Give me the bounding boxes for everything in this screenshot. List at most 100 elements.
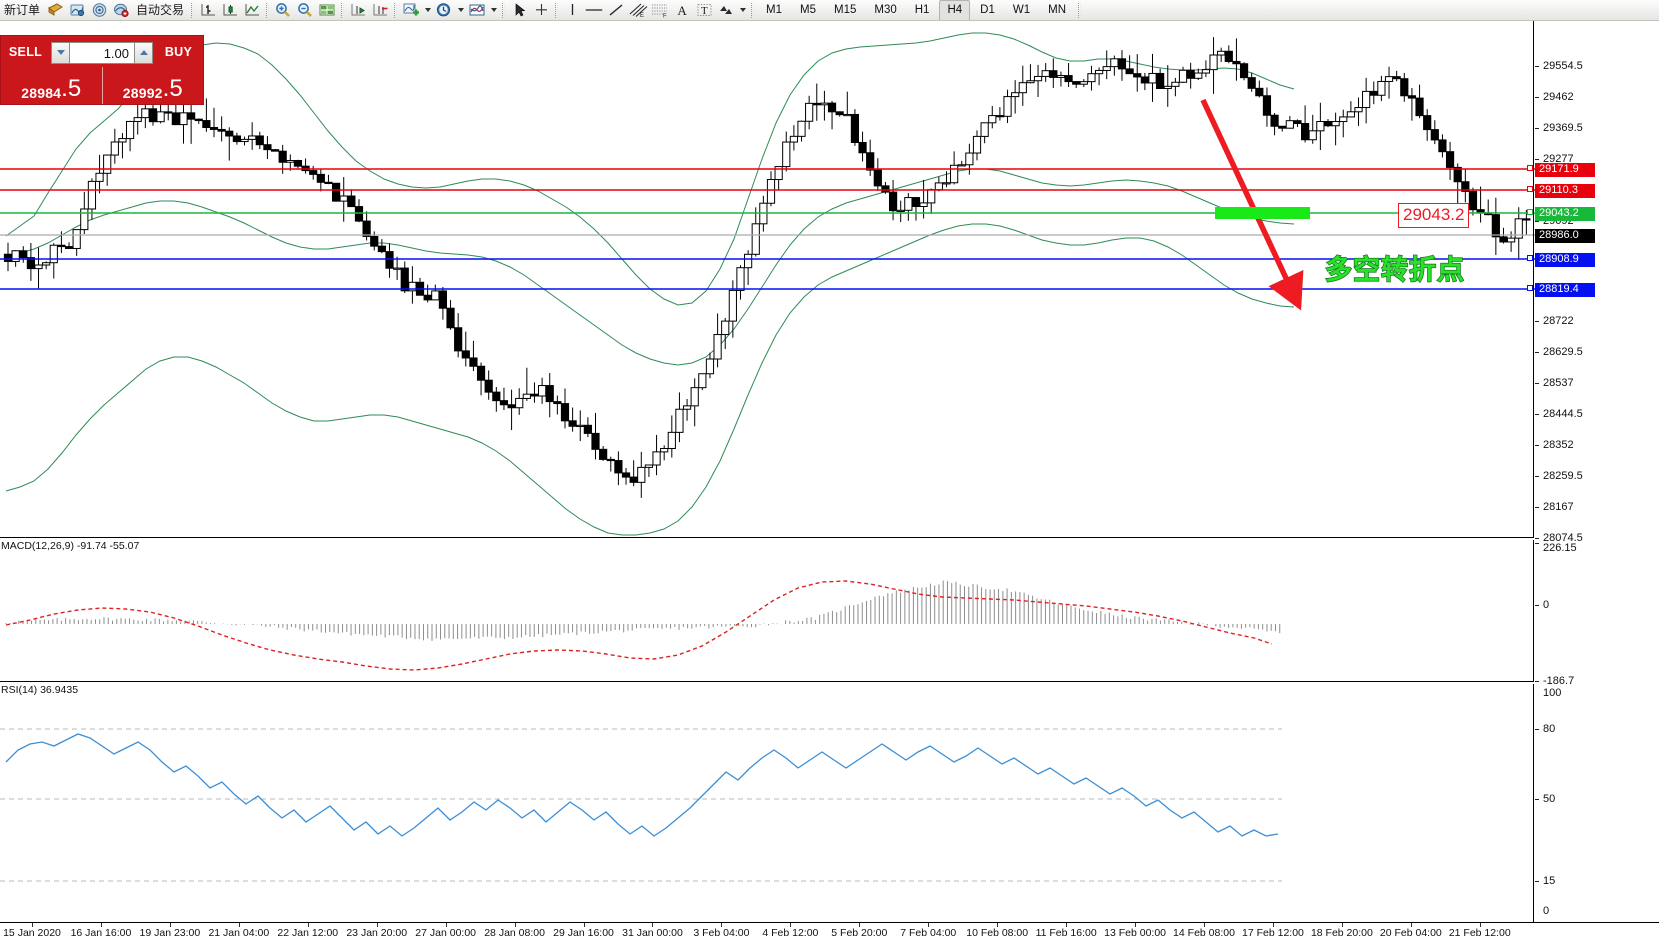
expert-advisor-icon[interactable]: [66, 1, 88, 20]
candlestick-chart-icon[interactable]: [219, 1, 241, 20]
candle-body: [125, 120, 135, 140]
candle-body: [1407, 95, 1417, 99]
navigator-icon[interactable]: [88, 1, 110, 20]
new-order-button[interactable]: 新订单: [4, 3, 41, 17]
timeframe-m30[interactable]: M30: [874, 3, 897, 16]
timeframe-mn[interactable]: MN: [1048, 3, 1066, 16]
candle-body: [1049, 70, 1058, 78]
price-pane[interactable]: [0, 21, 1659, 537]
trendline-icon[interactable]: [605, 1, 627, 20]
price-badge-support-1[interactable]: 28908.9: [1535, 253, 1595, 267]
axis-tick: [1535, 66, 1539, 67]
shapes-dropdown-arrow[interactable]: [737, 1, 748, 20]
chart-shift-icon[interactable]: [316, 1, 338, 20]
candle-body: [1331, 121, 1340, 127]
line-handle[interactable]: [1527, 165, 1533, 171]
add-indicator-dropdown-arrow[interactable]: [422, 1, 433, 20]
one-click-trading-panel[interactable]: SELL 1.00 BUY 28984 . 5 28992 . 5: [0, 35, 204, 105]
timeframe-m15[interactable]: M15: [834, 3, 857, 16]
timeframe-d1[interactable]: D1: [980, 3, 995, 16]
templates-dropdown-arrow[interactable]: [488, 1, 499, 20]
time-axis-tick: [583, 923, 585, 927]
main-toolbar: 新订单: [0, 0, 1659, 21]
buy-button[interactable]: 28992 . 5: [101, 67, 204, 104]
timeframe-w1[interactable]: W1: [1012, 3, 1031, 16]
price-axis[interactable]: 29554.5 29462 29369.5 29277 29092 28722 …: [1527, 21, 1659, 922]
chart-shift-end-icon[interactable]: [369, 1, 391, 20]
crosshair-icon[interactable]: [530, 1, 552, 20]
price-badge-pivot[interactable]: 29043.2: [1535, 207, 1595, 221]
text-label-icon[interactable]: T: [693, 1, 715, 20]
add-indicator-icon[interactable]: [400, 1, 422, 20]
line-handle[interactable]: [1527, 285, 1533, 291]
downtrend-arrow-annotation[interactable]: [0, 21, 1535, 537]
time-axis-label: 10 Feb 08:00: [966, 927, 1029, 939]
period-dropdown-arrow[interactable]: [455, 1, 466, 20]
sell-button-label[interactable]: SELL: [8, 44, 43, 59]
candle-body: [1102, 66, 1111, 71]
time-axis-label: 15 Jan 2020: [3, 927, 61, 939]
volume-decrement-arrow-icon[interactable]: [51, 41, 70, 64]
timeframe-h4[interactable]: H4: [939, 0, 971, 20]
equidistant-channel-icon[interactable]: E: [627, 1, 649, 20]
time-axis-label: 20 Feb 04:00: [1379, 927, 1442, 939]
zoom-out-icon[interactable]: [294, 1, 316, 20]
price-callout-annotation[interactable]: 29043.2: [1398, 203, 1470, 228]
volume-increment-arrow-icon[interactable]: [134, 41, 153, 64]
candle-body: [591, 432, 600, 450]
time-axis-tick: [859, 923, 861, 927]
text-icon[interactable]: A: [671, 1, 693, 20]
templates-icon[interactable]: [466, 1, 488, 20]
price-badge-resistance-1[interactable]: 29171.9: [1535, 163, 1595, 177]
candle-body: [370, 235, 379, 247]
line-handle[interactable]: [1527, 186, 1533, 192]
candle-body: [1339, 116, 1348, 123]
strategy-tester-icon[interactable]: [110, 1, 132, 20]
toolbar-separator: [394, 2, 398, 18]
sell-button[interactable]: 28984 . 5: [1, 67, 102, 104]
horizontal-line-icon[interactable]: [583, 1, 605, 20]
axis-tick: [1535, 538, 1539, 539]
macd-pane[interactable]: [0, 540, 1659, 681]
candle-body: [133, 117, 142, 122]
rsi-pane[interactable]: [0, 684, 1659, 922]
shapes-icon[interactable]: [715, 1, 737, 20]
timeframe-m5[interactable]: M5: [800, 3, 816, 16]
volume-input[interactable]: 1.00: [70, 41, 134, 64]
timeframe-h1[interactable]: H1: [914, 3, 930, 16]
price-badge-resistance-2[interactable]: 29110.3: [1535, 184, 1595, 198]
candle-body: [827, 102, 837, 113]
new-order-icon[interactable]: [44, 1, 66, 20]
timeframe-m1[interactable]: M1: [766, 3, 783, 16]
cursor-icon[interactable]: [508, 1, 530, 20]
line-handle[interactable]: [1527, 255, 1533, 261]
line-handle[interactable]: [1527, 209, 1533, 215]
line-chart-icon[interactable]: [241, 1, 263, 20]
buy-button-label[interactable]: BUY: [164, 44, 193, 59]
svg-text:E: E: [640, 13, 644, 18]
chinese-note-annotation[interactable]: 多空转折点: [1324, 254, 1465, 286]
time-axis-label: 23 Jan 20:00: [346, 927, 408, 939]
candle-body: [599, 448, 608, 460]
candle-body: [270, 149, 280, 152]
candle-body: [988, 115, 997, 124]
candle-body: [42, 262, 51, 266]
fibonacci-retracement-icon[interactable]: F: [649, 1, 671, 20]
auto-trading-button[interactable]: 自动交易: [136, 3, 185, 17]
rsi-chart-svg: [0, 728, 1282, 882]
price-badge-support-2[interactable]: 28819.4: [1535, 283, 1595, 297]
candle-body: [873, 169, 882, 187]
vertical-line-icon[interactable]: [561, 1, 583, 20]
candle-body: [499, 400, 509, 406]
svg-text:F: F: [663, 13, 667, 18]
highlight-zone-annotation[interactable]: [1215, 207, 1310, 219]
candle-body: [26, 257, 35, 270]
time-axis-label: 5 Feb 20:00: [831, 927, 888, 939]
bar-chart-icon[interactable]: [197, 1, 219, 20]
auto-scroll-icon[interactable]: [347, 1, 369, 20]
zoom-in-icon[interactable]: [272, 1, 294, 20]
period-clock-icon[interactable]: [433, 1, 455, 20]
time-axis[interactable]: 15 Jan 2020 16 Jan 16:00 19 Jan 23:00 21 Ja…: [0, 922, 1659, 945]
candle-body: [866, 152, 875, 171]
volume-stepper[interactable]: 1.00: [51, 41, 153, 64]
